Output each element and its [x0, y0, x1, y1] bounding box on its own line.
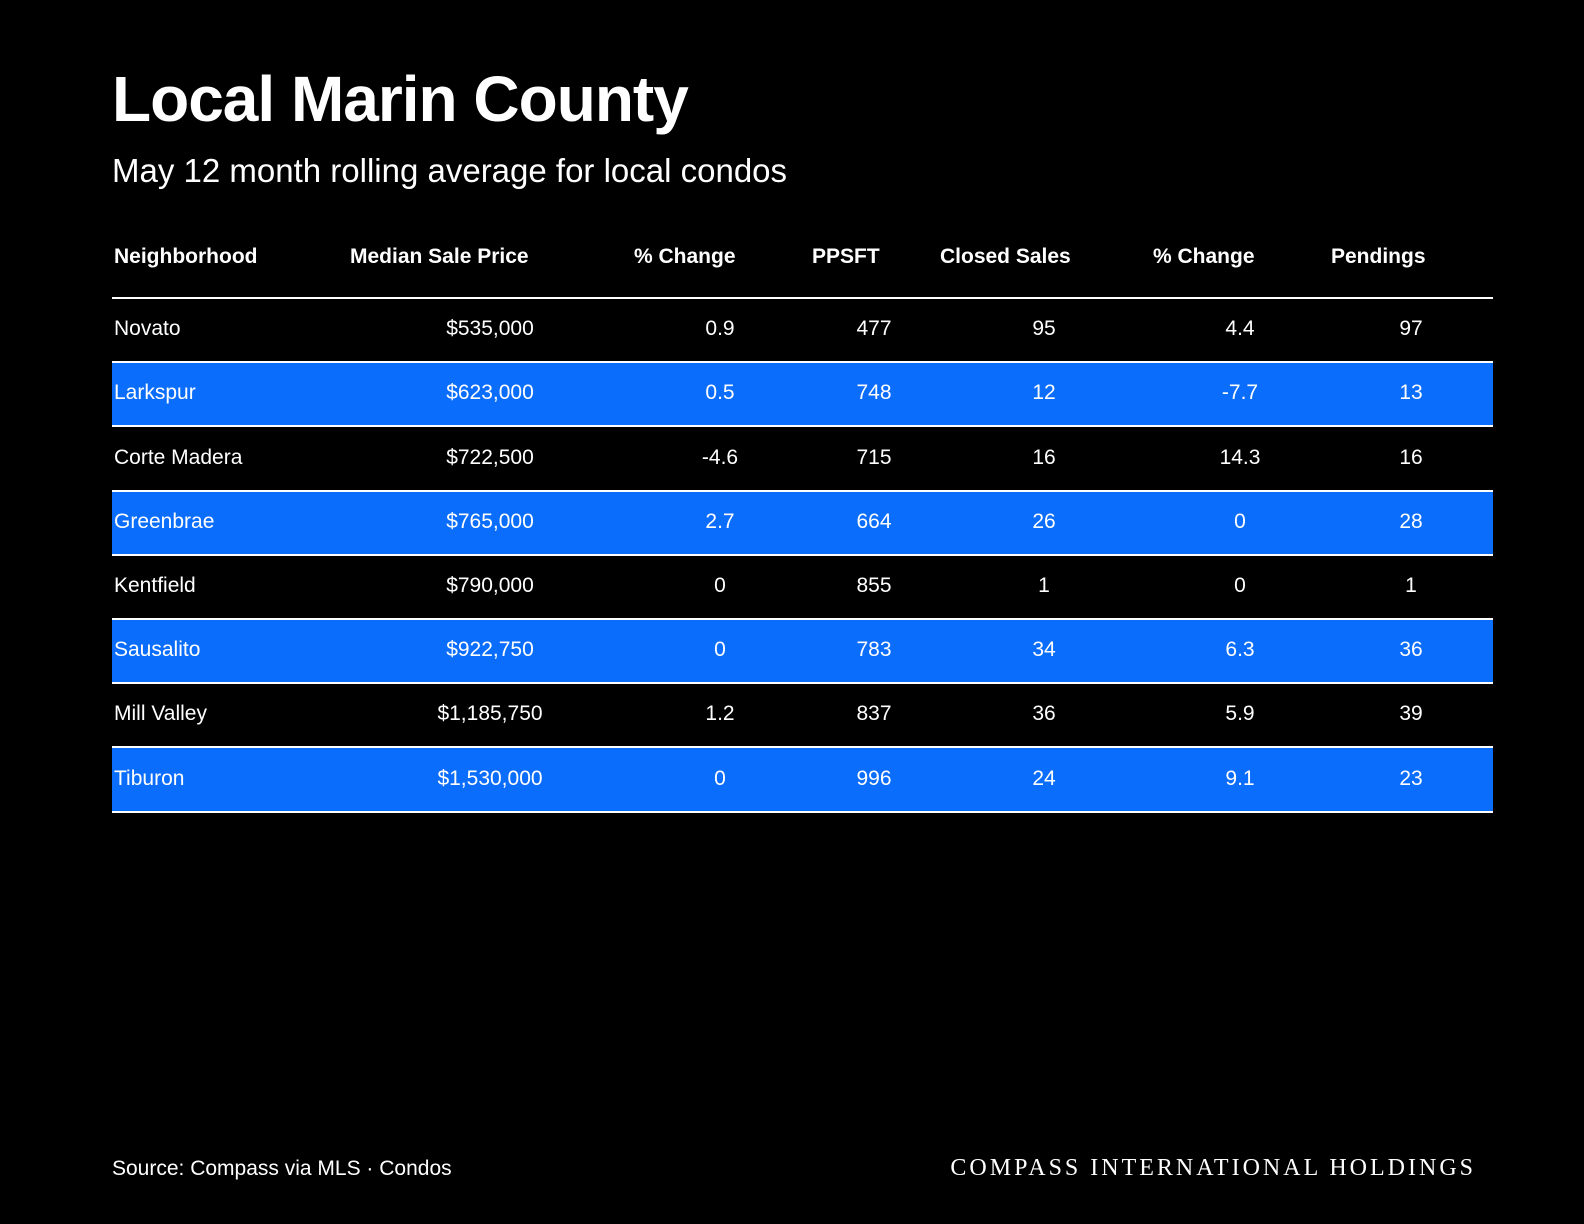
brand: COMPASS INTERNATIONAL HOLDINGS [950, 1155, 1476, 1181]
column-header: Pendings [1331, 245, 1426, 268]
value-cell: 0 [714, 638, 726, 662]
subtitle: May 12 month rolling average for local c… [112, 152, 788, 189]
value-cell: 97 [1399, 317, 1423, 341]
neighborhood-cell: Novato [114, 317, 181, 341]
column-header: Neighborhood [114, 245, 258, 268]
value-cell: 0.9 [705, 317, 735, 341]
value-cell: 0.5 [705, 381, 735, 405]
value-cell: 748 [856, 381, 892, 405]
value-cell: 36 [1032, 702, 1056, 726]
neighborhood-cell: Kentfield [114, 573, 196, 597]
column-header: Closed Sales [940, 245, 1071, 268]
value-cell: 477 [856, 317, 892, 341]
value-cell: 16 [1032, 445, 1056, 469]
value-cell: 783 [856, 638, 892, 662]
value-cell: 36 [1399, 638, 1423, 662]
table-row [112, 682, 1493, 746]
table-row [112, 425, 1493, 489]
table-row [112, 297, 1493, 361]
value-cell: 13 [1399, 381, 1423, 405]
value-cell: 0 [714, 766, 726, 790]
value-cell: $922,750 [446, 638, 534, 662]
value-cell: 16 [1399, 445, 1423, 469]
value-cell: $1,185,750 [437, 702, 543, 726]
value-cell: 95 [1032, 317, 1056, 341]
column-header: Median Sale Price [350, 245, 529, 268]
table-row [112, 489, 1493, 554]
value-cell: 715 [856, 445, 892, 469]
value-cell: 2.7 [705, 509, 735, 533]
neighborhood-cell: Sausalito [114, 638, 201, 662]
value-cell: $790,000 [446, 573, 534, 597]
value-cell: 996 [856, 766, 892, 790]
value-cell: 9.1 [1225, 766, 1255, 790]
table-row [112, 553, 1493, 618]
value-cell: -4.6 [701, 445, 739, 469]
value-cell: 1 [1405, 573, 1417, 597]
value-cell: 39 [1399, 702, 1423, 726]
value-cell: 0 [714, 573, 726, 597]
neighborhood-cell: Tiburon [114, 766, 185, 790]
neighborhood-cell: Mill Valley [114, 702, 207, 726]
value-cell: 34 [1032, 638, 1056, 662]
value-cell: 837 [856, 702, 892, 726]
value-cell: $765,000 [446, 509, 534, 533]
value-cell: 1.2 [705, 702, 735, 726]
value-cell: 14.3 [1219, 445, 1261, 469]
value-cell: 664 [856, 509, 892, 533]
value-cell: 4.4 [1225, 317, 1255, 341]
value-cell: $535,000 [446, 317, 534, 341]
table-row [112, 361, 1493, 426]
value-cell: 0 [1234, 509, 1246, 533]
table-row [112, 746, 1493, 811]
title: Local Marin County [112, 63, 689, 135]
value-cell: -7.7 [1221, 381, 1259, 405]
source-note: Source: Compass via MLS · Condos [112, 1157, 452, 1180]
value-cell: 6.3 [1225, 638, 1255, 662]
column-header: % Change [634, 245, 736, 268]
value-cell: 0 [1234, 573, 1246, 597]
value-cell: 5.9 [1225, 702, 1255, 726]
neighborhood-cell: Greenbrae [114, 509, 215, 533]
value-cell: 23 [1399, 766, 1423, 790]
neighborhood-cell: Corte Madera [114, 445, 243, 469]
value-cell: 26 [1032, 509, 1056, 533]
column-header: % Change [1153, 245, 1255, 268]
value-cell: 855 [856, 573, 892, 597]
value-cell: 1 [1038, 573, 1050, 597]
value-cell: 24 [1032, 766, 1056, 790]
value-cell: 28 [1399, 509, 1423, 533]
column-header: PPSFT [812, 245, 880, 268]
table-row [112, 618, 1493, 683]
table-bottom-rule [112, 810, 1493, 813]
value-cell: $1,530,000 [437, 766, 543, 790]
value-cell: 12 [1032, 381, 1056, 405]
value-cell: $722,500 [446, 445, 534, 469]
neighborhood-cell: Larkspur [114, 381, 196, 405]
value-cell: $623,000 [446, 381, 534, 405]
